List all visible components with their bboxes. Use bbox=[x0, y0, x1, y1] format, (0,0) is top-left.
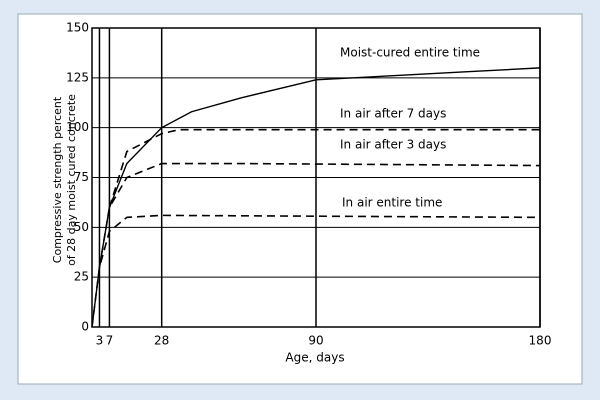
panel bbox=[17, 13, 583, 385]
y-tick-label: 50 bbox=[74, 220, 89, 234]
series-label: Moist-cured entire time bbox=[340, 46, 480, 60]
y-axis-label: of 28 day moist cured concrete bbox=[65, 94, 78, 266]
x-tick-label: 7 bbox=[106, 334, 114, 348]
y-tick-label: 125 bbox=[66, 70, 89, 84]
x-tick-label: 180 bbox=[529, 334, 552, 348]
y-tick-label: 150 bbox=[66, 21, 89, 35]
y-tick-label: 100 bbox=[66, 120, 89, 134]
series-label: In air after 7 days bbox=[340, 107, 446, 121]
y-tick-label: 75 bbox=[74, 170, 89, 184]
y-tick-label: 0 bbox=[81, 320, 89, 334]
x-tick-label: 90 bbox=[308, 334, 323, 348]
series-line bbox=[98, 162, 541, 268]
series-line bbox=[91, 214, 541, 328]
x-tick-label: 28 bbox=[154, 334, 169, 348]
series-label: In air after 3 days bbox=[340, 138, 446, 152]
y-tick-label: 25 bbox=[74, 270, 89, 284]
y-axis-label: Compressive strength percent bbox=[51, 96, 64, 263]
series-label: In air entire time bbox=[342, 196, 442, 210]
x-axis-label: Age, days bbox=[285, 351, 344, 365]
series-line bbox=[108, 128, 540, 208]
x-tick-label: 3 bbox=[96, 334, 104, 348]
